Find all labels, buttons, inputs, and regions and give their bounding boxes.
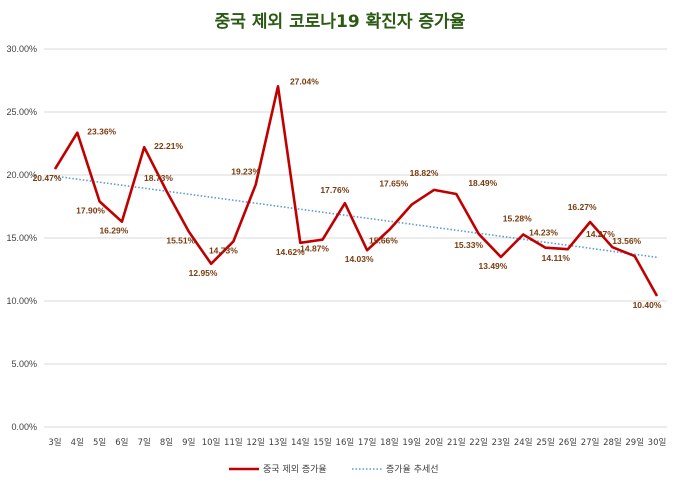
data-label: 15.33%	[454, 240, 483, 250]
data-label: 14.27%	[586, 229, 615, 239]
x-tick-label: 23일	[492, 438, 511, 448]
data-label: 17.65%	[379, 179, 408, 189]
x-tick-label: 13일	[269, 438, 288, 448]
data-label: 20.47%	[33, 173, 62, 183]
x-tick-label: 16일	[336, 438, 355, 448]
data-label: 14.23%	[529, 228, 558, 238]
series-layer	[53, 85, 659, 297]
series-line	[53, 85, 659, 297]
y-tick-label: 20.00%	[6, 170, 37, 180]
data-label-layer: 20.47% 23.36% 17.90% 16.29% 22.21% 18.73% 15.5…	[33, 76, 662, 310]
x-tick-label: 14일	[291, 438, 310, 448]
legend: 중국 제외 증가율 증가율 추세선	[229, 463, 439, 475]
data-label: 14.03%	[345, 254, 374, 264]
data-label: 18.82%	[410, 168, 439, 178]
y-tick-label: 0.00%	[11, 422, 37, 432]
y-tick-label: 30.00%	[6, 44, 37, 54]
data-label: 12.95%	[189, 268, 218, 278]
data-label: 13.49%	[479, 261, 508, 271]
data-label: 22.21%	[154, 141, 183, 151]
x-tick-label: 7일	[138, 438, 151, 448]
data-label: 19.23%	[231, 167, 260, 177]
data-label: 13.56%	[612, 236, 641, 246]
data-label: 15.28%	[503, 213, 532, 223]
x-tick-label: 26일	[558, 438, 577, 448]
trendline-layer	[54, 175, 658, 259]
data-label: 14.62%	[276, 247, 305, 257]
x-tick-label: 10일	[202, 438, 221, 448]
x-tick-label: 11일	[224, 438, 243, 448]
data-label: 14.11%	[542, 253, 571, 263]
x-tick-label: 28일	[603, 438, 622, 448]
x-tick-label: 18일	[380, 438, 399, 448]
data-label: 17.90%	[76, 205, 105, 215]
x-tick-label: 9일	[182, 438, 195, 448]
x-tick-label: 20일	[425, 438, 444, 448]
trendline	[54, 175, 658, 259]
x-tick-label: 12일	[246, 438, 265, 448]
data-label: 15.51%	[166, 236, 195, 246]
y-tick-label: 10.00%	[6, 296, 37, 306]
x-tick-label: 25일	[536, 438, 555, 448]
data-label: 15.66%	[369, 236, 398, 246]
data-label: 14.73%	[209, 245, 238, 255]
x-tick-label: 8일	[160, 438, 173, 448]
legend-label-trend: 증가율 추세선	[386, 464, 439, 475]
x-tick-label: 4일	[71, 438, 84, 448]
data-label: 27.04%	[290, 76, 319, 86]
y-axis-ticks: 0.00% 5.00% 10.00% 15.00% 20.00% 25.00% 30.00%	[6, 44, 37, 432]
x-tick-label: 30일	[648, 438, 667, 448]
data-label: 16.27%	[568, 202, 597, 212]
data-label: 10.40%	[633, 300, 662, 310]
legend-label-series: 중국 제외 증가율	[263, 463, 327, 475]
x-tick-label: 15일	[313, 438, 332, 448]
data-label: 14.87%	[300, 244, 329, 254]
x-tick-label: 5일	[93, 438, 106, 448]
x-tick-label: 21일	[447, 438, 466, 448]
data-label: 16.29%	[99, 226, 128, 236]
x-tick-label: 6일	[115, 438, 128, 448]
x-tick-label: 22일	[469, 438, 488, 448]
data-label: 18.73%	[144, 173, 173, 183]
y-tick-label: 15.00%	[6, 233, 37, 243]
chart-title: 중국 제외 코로나19 확진자 증가율	[215, 12, 466, 32]
data-label: 18.49%	[468, 178, 497, 188]
grid-layer	[44, 48, 667, 428]
x-tick-label: 29일	[625, 438, 644, 448]
x-tick-label: 19일	[402, 438, 421, 448]
y-tick-label: 5.00%	[11, 359, 37, 369]
x-tick-label: 27일	[581, 438, 600, 448]
y-tick-label: 25.00%	[6, 107, 37, 117]
x-tick-label: 17일	[358, 438, 377, 448]
x-tick-label: 3일	[48, 438, 61, 448]
data-label: 23.36%	[87, 127, 116, 137]
x-axis-ticks: 3일 4일 5일 6일 7일 8일 9일 10일 11일 12일 13일 14일 15일 16일 17일 18…	[48, 438, 666, 448]
x-tick-label: 24일	[514, 438, 533, 448]
data-label: 17.76%	[320, 185, 349, 195]
